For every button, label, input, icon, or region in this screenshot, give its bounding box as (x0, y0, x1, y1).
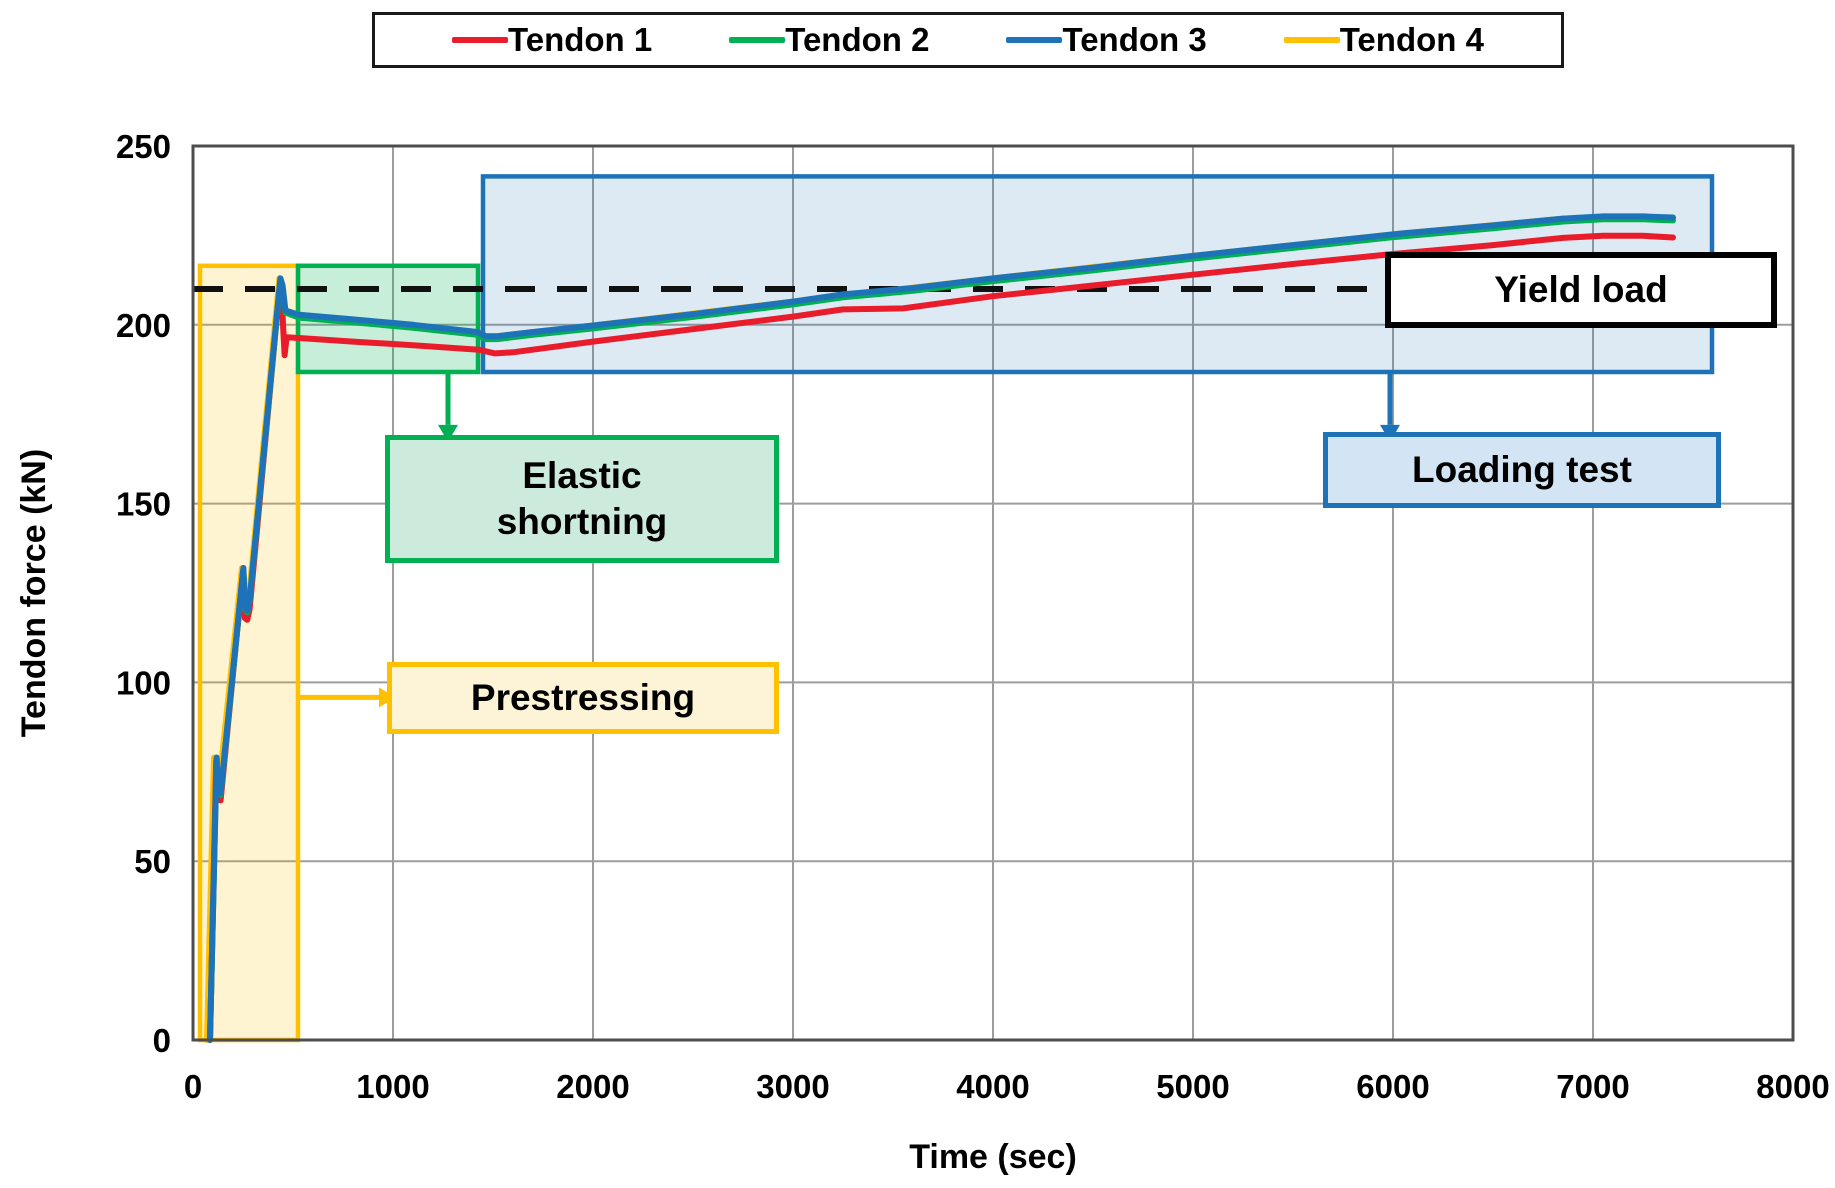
y-tick-label: 100 (116, 664, 171, 701)
legend-dash-icon (1283, 37, 1340, 43)
prestressing-label: Prestressing (470, 677, 696, 718)
x-tick-label: 8000 (1756, 1068, 1829, 1105)
x-axis-title: Time (sec) (909, 1138, 1077, 1176)
x-tick-label: 0 (184, 1068, 202, 1105)
x-tick-label: 7000 (1556, 1068, 1629, 1105)
legend: Tendon 1 Tendon 2 Tendon 3 Tendon 4 (372, 12, 1564, 68)
legend-item-tendon-3: Tendon 3 (1006, 21, 1207, 59)
x-tick-label: 4000 (956, 1068, 1029, 1105)
loading-test-callout: Loading test (1323, 432, 1721, 508)
legend-item-label: Tendon 3 (1062, 21, 1207, 58)
x-tick-label: 5000 (1156, 1068, 1229, 1105)
prestressing-callout: Prestressing (387, 662, 779, 734)
legend-dash-icon (452, 37, 509, 43)
x-tick-label: 3000 (756, 1068, 829, 1105)
series-line-tendon-1 (207, 232, 1676, 1043)
loading-test-label: Loading test (1412, 449, 1632, 490)
y-tick-label: 250 (116, 128, 171, 165)
elastic-shortening-label-line1: Elastic (522, 455, 642, 496)
legend-item-label: Tendon 4 (1339, 21, 1484, 58)
region-loading-test (480, 174, 1715, 375)
x-tick-label: 6000 (1356, 1068, 1429, 1105)
legend-item-tendon-4: Tendon 4 (1283, 21, 1484, 59)
y-tick-label: 150 (116, 486, 171, 523)
legend-item-tendon-1: Tendon 1 (452, 21, 652, 59)
legend-dash-icon (1006, 37, 1063, 43)
legend-item-tendon-2: Tendon 2 (729, 21, 929, 59)
yield-load-callout: Yield load (1385, 252, 1777, 328)
y-tick-label: 50 (134, 843, 171, 880)
y-tick-label: 0 (153, 1022, 171, 1059)
region-prestressing (197, 263, 301, 1043)
y-axis-title: Tendon force (kN) (15, 448, 53, 738)
legend-item-label: Tendon 1 (508, 21, 653, 58)
series-line-tendon-3 (207, 213, 1676, 1043)
legend-dash-icon (729, 37, 786, 43)
y-tick-label: 200 (116, 307, 171, 344)
elastic-shortening-label-line2: shortning (496, 501, 668, 542)
yield-load-label: Yield load (1494, 269, 1668, 310)
x-tick-label: 1000 (356, 1068, 429, 1105)
x-tick-label: 2000 (556, 1068, 629, 1105)
elastic-arrow-head (438, 424, 458, 442)
legend-item-label: Tendon 2 (785, 21, 930, 58)
elastic-shortening-callout: Elastic shortning (385, 435, 779, 563)
plot-frame (191, 144, 1795, 1042)
